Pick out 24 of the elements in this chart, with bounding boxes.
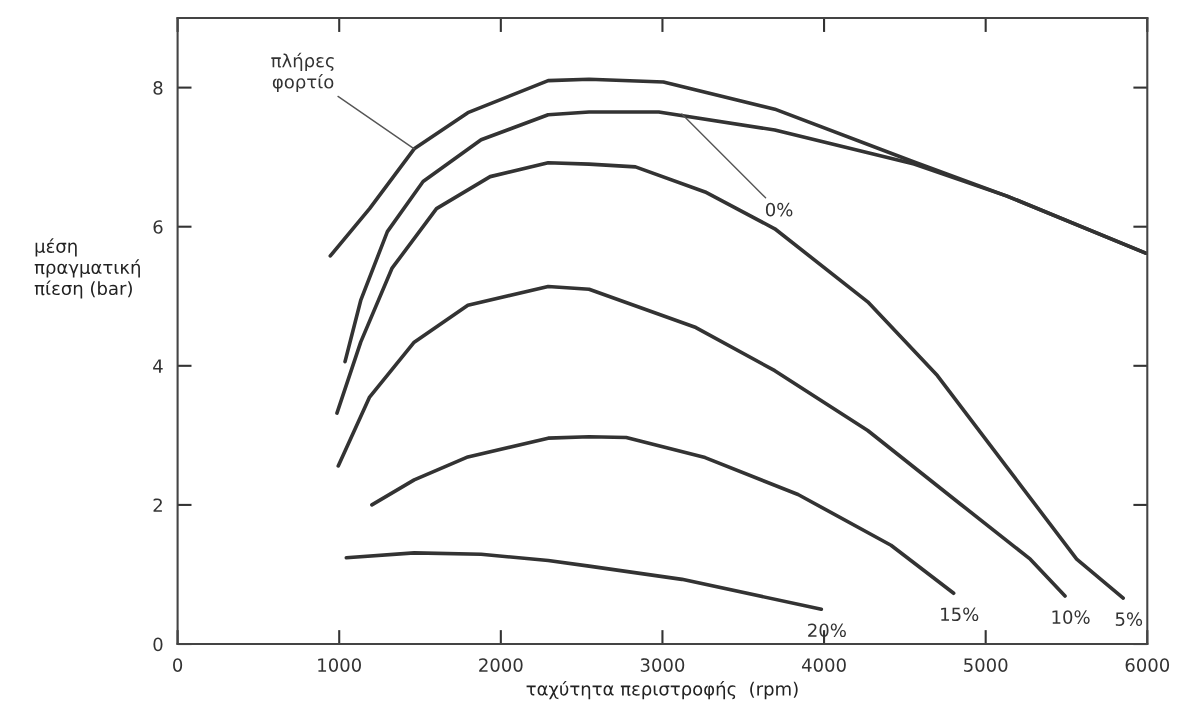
x-tick-label: 5000: [964, 658, 1008, 672]
line-series: [336, 284, 1067, 598]
x-tick-label: 1000: [318, 658, 361, 672]
y-tick-label: 6: [153, 220, 163, 234]
series-label: 5%: [1115, 612, 1143, 626]
line-series: [344, 551, 824, 612]
series-label: 15%: [941, 607, 979, 622]
annotation: πλήρες φορτίο: [271, 52, 334, 93]
x-tick-label: 4000: [801, 658, 846, 672]
x-tick-label: 2000: [479, 658, 523, 672]
annotation: 0%: [765, 202, 793, 217]
y-tick-label: 8: [153, 81, 163, 95]
x-axis-title: ταχύτητα περιστροφής (rpm): [526, 680, 798, 700]
series-label: 20%: [808, 623, 846, 638]
y-tick-label: 0: [153, 637, 163, 652]
x-tick-label: 3000: [640, 658, 685, 672]
y-tick-label: 2: [153, 498, 162, 512]
x-tick-label: 0: [173, 658, 183, 672]
y-tick-label: 4: [153, 359, 163, 373]
line-series: [335, 160, 1126, 600]
y-axis-title: μέση πραγματική πίεση (bar): [34, 238, 140, 299]
line-series: [370, 434, 956, 596]
x-tick-label: 6000: [1125, 658, 1170, 672]
series-label: 10%: [1052, 610, 1090, 624]
